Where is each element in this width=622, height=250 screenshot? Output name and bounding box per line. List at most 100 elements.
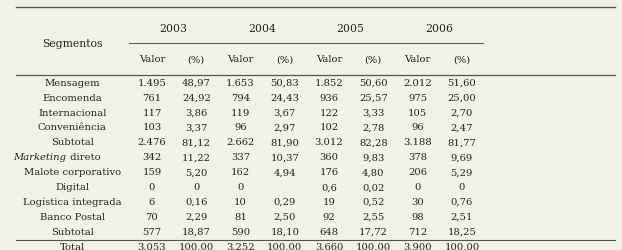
Text: 9,69: 9,69 bbox=[451, 153, 473, 162]
Text: Valor: Valor bbox=[316, 55, 342, 64]
Text: 2,29: 2,29 bbox=[185, 212, 208, 221]
Text: 25,00: 25,00 bbox=[447, 93, 476, 102]
Text: 3,86: 3,86 bbox=[185, 108, 207, 117]
Text: 9,83: 9,83 bbox=[362, 153, 384, 162]
Text: 0: 0 bbox=[458, 182, 465, 192]
Text: 3.053: 3.053 bbox=[137, 242, 166, 250]
Text: 100,00: 100,00 bbox=[356, 242, 391, 250]
Text: Conveniência: Conveniência bbox=[38, 123, 107, 132]
Text: 92: 92 bbox=[323, 212, 335, 221]
Text: 3,37: 3,37 bbox=[185, 123, 208, 132]
Text: 0,6: 0,6 bbox=[321, 182, 337, 192]
Text: 1.495: 1.495 bbox=[137, 78, 167, 87]
Text: 2,47: 2,47 bbox=[450, 123, 473, 132]
Text: 0,76: 0,76 bbox=[451, 197, 473, 206]
Text: Internacional: Internacional bbox=[38, 108, 106, 117]
Text: 102: 102 bbox=[320, 123, 339, 132]
Text: 0,16: 0,16 bbox=[185, 197, 208, 206]
Text: 2,70: 2,70 bbox=[451, 108, 473, 117]
Text: 2,78: 2,78 bbox=[362, 123, 384, 132]
Text: (%): (%) bbox=[453, 55, 470, 64]
Text: 342: 342 bbox=[142, 153, 162, 162]
Text: 100,00: 100,00 bbox=[444, 242, 480, 250]
Text: 50,83: 50,83 bbox=[271, 78, 299, 87]
Text: Total: Total bbox=[60, 242, 85, 250]
Text: 0: 0 bbox=[414, 182, 421, 192]
Text: 100,00: 100,00 bbox=[267, 242, 302, 250]
Text: 0,52: 0,52 bbox=[362, 197, 384, 206]
Text: Valor: Valor bbox=[228, 55, 254, 64]
Text: 96: 96 bbox=[234, 123, 247, 132]
Text: 18,87: 18,87 bbox=[182, 227, 211, 236]
Text: 10: 10 bbox=[234, 197, 247, 206]
Text: 3.188: 3.188 bbox=[403, 138, 432, 147]
Text: 0: 0 bbox=[238, 182, 244, 192]
Text: 975: 975 bbox=[408, 93, 427, 102]
Text: (%): (%) bbox=[188, 55, 205, 64]
Text: 3.252: 3.252 bbox=[226, 242, 255, 250]
Text: 103: 103 bbox=[142, 123, 162, 132]
Text: 176: 176 bbox=[320, 168, 338, 176]
Text: 1.852: 1.852 bbox=[315, 78, 343, 87]
Text: Digital: Digital bbox=[55, 182, 90, 192]
Text: 5,20: 5,20 bbox=[185, 168, 208, 176]
Text: 360: 360 bbox=[320, 153, 338, 162]
Text: 70: 70 bbox=[146, 212, 159, 221]
Text: 105: 105 bbox=[408, 108, 427, 117]
Text: 159: 159 bbox=[142, 168, 162, 176]
Text: 5,29: 5,29 bbox=[451, 168, 473, 176]
Text: 4,94: 4,94 bbox=[274, 168, 296, 176]
Text: 577: 577 bbox=[142, 227, 162, 236]
Text: 81: 81 bbox=[234, 212, 247, 221]
Text: Banco Postal: Banco Postal bbox=[40, 212, 105, 221]
Text: Logística integrada: Logística integrada bbox=[23, 197, 122, 206]
Text: 4,80: 4,80 bbox=[362, 168, 384, 176]
Text: Subtotal: Subtotal bbox=[51, 227, 94, 236]
Text: 18,10: 18,10 bbox=[271, 227, 299, 236]
Text: 0: 0 bbox=[149, 182, 155, 192]
Text: Valor: Valor bbox=[139, 55, 165, 64]
Text: 0,02: 0,02 bbox=[362, 182, 384, 192]
Text: 206: 206 bbox=[408, 168, 427, 176]
Text: 51,60: 51,60 bbox=[447, 78, 476, 87]
Text: 3.660: 3.660 bbox=[315, 242, 343, 250]
Text: 3.900: 3.900 bbox=[403, 242, 432, 250]
Text: (%): (%) bbox=[364, 55, 382, 64]
Text: 119: 119 bbox=[231, 108, 250, 117]
Text: 100,00: 100,00 bbox=[179, 242, 214, 250]
Text: 19: 19 bbox=[323, 197, 335, 206]
Text: 25,57: 25,57 bbox=[359, 93, 388, 102]
Text: 3.012: 3.012 bbox=[315, 138, 343, 147]
Text: 337: 337 bbox=[231, 153, 250, 162]
Text: 11,22: 11,22 bbox=[182, 153, 211, 162]
Text: 162: 162 bbox=[231, 168, 250, 176]
Text: 2.476: 2.476 bbox=[137, 138, 166, 147]
Text: 2.662: 2.662 bbox=[226, 138, 255, 147]
Text: 1.653: 1.653 bbox=[226, 78, 255, 87]
Text: 794: 794 bbox=[231, 93, 250, 102]
Text: 81,90: 81,90 bbox=[271, 138, 299, 147]
Text: Encomenda: Encomenda bbox=[42, 93, 102, 102]
Text: 2,51: 2,51 bbox=[450, 212, 473, 221]
Text: Subtotal: Subtotal bbox=[51, 138, 94, 147]
Text: 2,97: 2,97 bbox=[274, 123, 296, 132]
Text: 24,92: 24,92 bbox=[182, 93, 211, 102]
Text: 81,12: 81,12 bbox=[182, 138, 211, 147]
Text: 122: 122 bbox=[320, 108, 339, 117]
Text: 98: 98 bbox=[411, 212, 424, 221]
Text: Segmentos: Segmentos bbox=[42, 39, 103, 49]
Text: 2006: 2006 bbox=[425, 24, 453, 34]
Text: 30: 30 bbox=[411, 197, 424, 206]
Text: 2003: 2003 bbox=[159, 24, 187, 34]
Text: 0,29: 0,29 bbox=[274, 197, 296, 206]
Text: 761: 761 bbox=[142, 93, 162, 102]
Text: 936: 936 bbox=[320, 93, 338, 102]
Text: 712: 712 bbox=[408, 227, 427, 236]
Text: 378: 378 bbox=[408, 153, 427, 162]
Text: 2004: 2004 bbox=[248, 24, 276, 34]
Text: 3,67: 3,67 bbox=[274, 108, 296, 117]
Text: 648: 648 bbox=[320, 227, 338, 236]
Text: 17,72: 17,72 bbox=[359, 227, 388, 236]
Text: 50,60: 50,60 bbox=[359, 78, 388, 87]
Text: 48,97: 48,97 bbox=[182, 78, 211, 87]
